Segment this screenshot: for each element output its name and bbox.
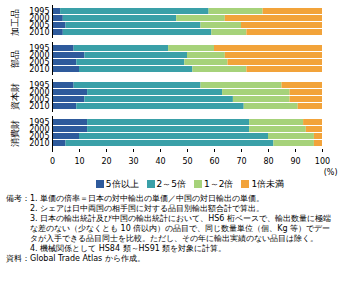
svg-text:50: 50	[182, 157, 192, 166]
svg-text:2010: 2010	[29, 28, 49, 37]
svg-text:1995: 1995	[29, 7, 50, 17]
svg-text:0: 0	[50, 157, 55, 166]
svg-text:2005: 2005	[29, 132, 50, 142]
svg-text:2000: 2000	[29, 88, 50, 98]
html-text:2～5倍: 2～5倍	[156, 179, 186, 189]
svg-text:1995: 1995	[29, 81, 50, 91]
svg-text:2010: 2010	[29, 65, 49, 74]
svg-text:40: 40	[155, 157, 165, 166]
html-text:4. 機械関係として HS84 類～HS91 類を対象に計算: 4. 機械関係として HS84 類～HS91 類を対象に計算。	[30, 244, 227, 253]
svg-text:70: 70	[236, 157, 246, 166]
html-text:備考：1. 単価の倍率＝日本の対中輸出の単価／中国の対日輸出: 備考：1. 単価の倍率＝日本の対中輸出の単価／中国の対日輸出の単価。	[6, 194, 265, 203]
svg-text:加工品: 加工品	[10, 9, 20, 36]
svg-text:100: 100	[315, 157, 330, 166]
svg-text:80: 80	[263, 157, 273, 166]
svg-text:10: 10	[74, 157, 84, 166]
svg-text:90: 90	[290, 157, 300, 166]
svg-text:2010: 2010	[29, 139, 49, 148]
svg-text:2005: 2005	[29, 95, 50, 105]
svg-text:1995: 1995	[29, 118, 50, 128]
svg-text:60: 60	[209, 157, 219, 166]
html-text:2. シェアは日中両国の相手国に対する品目別輸出額合計で算出: 2. シェアは日中両国の相手国に対する品目別輸出額合計で算出。	[30, 204, 265, 213]
svg-text:(%): (%)	[324, 168, 338, 177]
html-text:1倍未満: 1倍未満	[251, 179, 285, 189]
svg-text:2005: 2005	[29, 58, 50, 68]
svg-text:2010: 2010	[29, 102, 49, 111]
svg-text:2005: 2005	[29, 21, 50, 31]
svg-text:2000: 2000	[29, 125, 50, 135]
svg-text:1995: 1995	[29, 44, 50, 54]
html-text:資料：Global Trade Atlas から作成。: 資料：Global Trade Atlas から作成。	[6, 254, 145, 263]
html-text:5倍以上: 5倍以上	[105, 179, 139, 189]
svg-text:30: 30	[128, 157, 138, 166]
svg-text:消費財: 消費財	[10, 120, 20, 147]
html-text:1～2倍: 1～2倍	[204, 179, 234, 189]
svg-text:部品: 部品	[10, 50, 20, 68]
svg-text:2000: 2000	[29, 14, 50, 24]
html-text:3. 日本の輸出統計及び中国の輸出統計において、HS6 桁ベ: 3. 日本の輸出統計及び中国の輸出統計において、HS6 桁ベースで、輸出数量に極…	[30, 214, 331, 243]
svg-text:20: 20	[101, 157, 111, 166]
svg-text:2000: 2000	[29, 51, 50, 61]
svg-text:資本財: 資本財	[10, 83, 20, 110]
